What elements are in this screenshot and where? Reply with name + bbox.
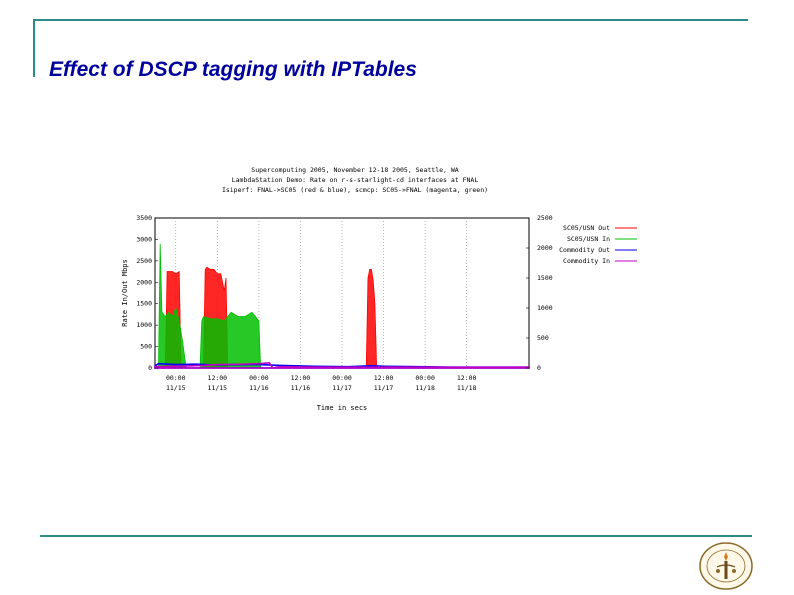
y2-tick-label: 2000 <box>537 244 553 252</box>
x-tick-date: 11/18 <box>457 384 477 392</box>
legend-label: SC05/USN Out <box>563 224 610 232</box>
x-tick-date: 11/16 <box>249 384 269 392</box>
frame-top-line <box>33 19 748 21</box>
rate-chart: Supercomputing 2005, November 12-18 2005… <box>121 166 637 412</box>
legend-label: SC05/USN In <box>567 235 610 243</box>
x-tick-date: 11/18 <box>415 384 435 392</box>
y2-tick-label: 500 <box>537 334 549 342</box>
x-tick-time: 00:00 <box>415 374 435 382</box>
y-axis-label: Rate In/Out Mbps <box>121 259 129 326</box>
series-sc05-usn-in <box>158 243 262 369</box>
y2-tick-label: 1500 <box>537 274 553 282</box>
frame-bottom-line <box>40 535 752 537</box>
y-tick-label: 1500 <box>136 300 152 308</box>
chart-title-line-3: Isiperf: FNAL->SC05 (red & blue), scmcp:… <box>222 186 488 194</box>
x-tick-time: 12:00 <box>291 374 311 382</box>
x-tick-date: 11/15 <box>166 384 186 392</box>
x-tick-time: 00:00 <box>166 374 186 382</box>
x-axis-ticks: 00:00 11/15 12:00 11/15 00:00 11/16 12:00 11/16… <box>166 374 477 392</box>
y-tick-label: 2000 <box>136 278 152 286</box>
x-tick-date: 11/15 <box>208 384 228 392</box>
chart-title-block: Supercomputing 2005, November 12-18 2005… <box>222 166 488 194</box>
series-layer <box>154 243 530 369</box>
y-tick-label: 2500 <box>136 257 152 265</box>
university-seal-icon <box>699 542 753 590</box>
x-tick-time: 00:00 <box>249 374 269 382</box>
x-tick-date: 11/17 <box>332 384 352 392</box>
x-tick-time: 12:00 <box>208 374 228 382</box>
slide-title: Effect of DSCP tagging with IPTables <box>49 58 417 81</box>
series-commodity-in <box>154 362 530 369</box>
legend-label: Commodity Out <box>559 246 610 254</box>
x-tick-time: 12:00 <box>374 374 394 382</box>
chart-title-line-1: Supercomputing 2005, November 12-18 2005… <box>251 166 458 174</box>
y2-tick-label: 1000 <box>537 304 553 312</box>
y-axis-ticks: 3500 3000 2500 2000 1500 1000 500 0 <box>136 214 158 372</box>
y-tick-label: 3500 <box>136 214 152 222</box>
chart-title-line-2: LambdaStation Demo: Rate on r-s-starligh… <box>232 176 479 184</box>
y-tick-label: 0 <box>148 364 152 372</box>
x-tick-time: 00:00 <box>332 374 352 382</box>
y-tick-label: 3000 <box>136 235 152 243</box>
x-axis-label: Time in secs <box>317 404 368 412</box>
y2-tick-label: 0 <box>537 364 541 372</box>
x-tick-time: 12:00 <box>457 374 477 382</box>
legend-label: Commodity In <box>563 257 610 265</box>
y-tick-label: 1000 <box>136 321 152 329</box>
frame-left-line <box>33 19 35 77</box>
y2-tick-label: 2500 <box>537 214 553 222</box>
legend: SC05/USN Out SC05/USN In Commodity Out Comm… <box>559 224 637 265</box>
x-tick-date: 11/17 <box>374 384 394 392</box>
y2-axis-ticks: 2500 2000 1500 1000 500 0 <box>526 214 553 372</box>
y-tick-label: 500 <box>140 343 152 351</box>
x-tick-date: 11/16 <box>291 384 311 392</box>
